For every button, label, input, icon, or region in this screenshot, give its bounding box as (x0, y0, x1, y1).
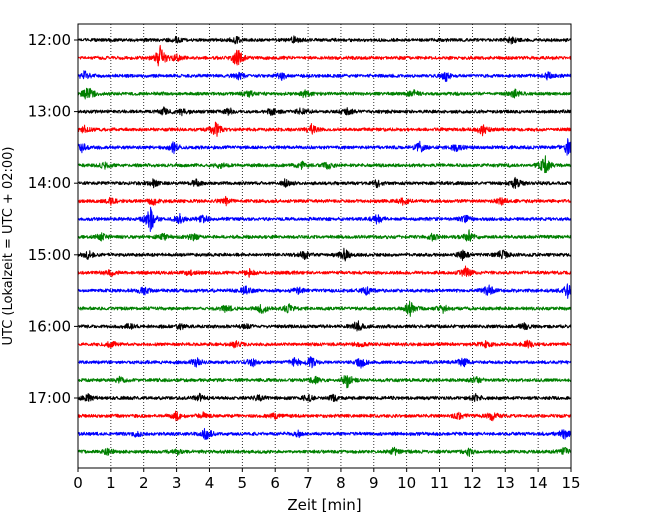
x-tick-label: 6 (270, 474, 280, 492)
trace-1630 (77, 356, 572, 369)
trace-1700 (77, 392, 572, 403)
trace-1300 (77, 106, 572, 117)
x-tick-label: 15 (561, 474, 580, 492)
x-axis-ticks: 0 1 2 3 4 5 6 7 8 9 10 11 12 13 14 15 (73, 468, 581, 492)
x-axis-label: Zeit [min] (287, 496, 361, 514)
seismogram-traces (77, 35, 572, 457)
trace-1245 (77, 87, 572, 100)
x-tick-label: 9 (369, 474, 379, 492)
trace-1230 (77, 70, 572, 82)
trace-1500 (77, 247, 572, 262)
vertical-grid-lines (77, 24, 572, 468)
trace-1330 (77, 138, 572, 156)
y-tick-label: 13:00 (28, 103, 71, 121)
y-tick-label: 16:00 (28, 317, 71, 335)
trace-1715 (77, 410, 572, 422)
x-tick-label: 11 (430, 474, 449, 492)
y-tick-label: 14:00 (28, 174, 71, 192)
plot-frame (77, 23, 572, 469)
trace-1315 (77, 121, 572, 137)
trace-1745 (77, 446, 572, 457)
x-tick-label: 3 (172, 474, 182, 492)
trace-1645 (77, 375, 572, 389)
x-tick-label: 12 (463, 474, 482, 492)
trace-1215 (77, 44, 572, 67)
x-tick-label: 4 (205, 474, 215, 492)
x-tick-label: 1 (106, 474, 116, 492)
x-tick-label: 7 (303, 474, 313, 492)
x-tick-label: 8 (336, 474, 346, 492)
y-tick-label: 17:00 (28, 389, 71, 407)
trace-1415 (77, 195, 572, 207)
trace-1515 (77, 265, 572, 278)
trace-1615 (77, 339, 572, 349)
x-tick-label: 13 (496, 474, 515, 492)
trace-1730 (77, 428, 572, 440)
x-tick-label: 2 (139, 474, 149, 492)
y-axis-label: UTC (Lokalzeit = UTC + 02:00) (1, 147, 16, 346)
x-tick-label: 14 (529, 474, 548, 492)
trace-1600 (77, 320, 572, 332)
y-tick-label: 15:00 (28, 246, 71, 264)
trace-1545 (77, 300, 572, 317)
trace-1200 (77, 35, 572, 45)
x-tick-label: 5 (238, 474, 248, 492)
trace-1400 (77, 176, 572, 189)
trace-1530 (77, 283, 572, 299)
x-tick-label: 10 (397, 474, 416, 492)
y-tick-label: 12:00 (28, 31, 71, 49)
trace-1345 (77, 155, 572, 174)
y-axis-ticks: 12:00 13:00 14:00 15:00 16:00 17:00 (28, 31, 78, 407)
trace-1445 (77, 229, 572, 242)
trace-1430 (77, 206, 572, 232)
x-tick-label: 0 (73, 474, 83, 492)
